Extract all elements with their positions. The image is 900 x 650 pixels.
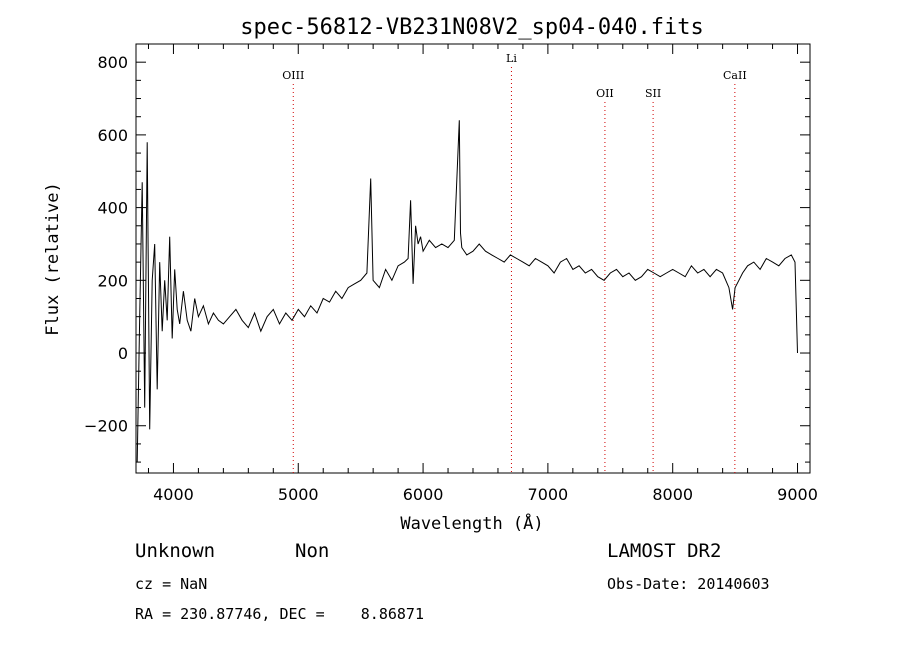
y-tick-labels: −200 0 200 400 600 800 [84,53,128,436]
y-tick-label: 400 [97,199,128,218]
plot-frame [135,43,811,474]
x-tick-label: 4000 [153,485,194,504]
major-ticks [136,44,810,473]
radec-label: RA = 230.87746, DEC = 8.86871 [135,605,424,623]
x-tick-label: 9000 [777,485,818,504]
y-axis-label: Flux (relative) [43,182,63,336]
obs-date-label: Obs-Date: 20140603 [607,575,770,593]
y-tick-label: 600 [97,126,128,145]
y-tick-label: 0 [118,344,128,363]
y-tick-label: 800 [97,53,128,72]
cz-label: cz = NaN [135,575,208,593]
x-tick-label: 7000 [528,485,569,504]
x-tick-label: 6000 [403,485,444,504]
line-label-sii: SII [645,87,661,100]
flux-series-line [136,120,798,463]
x-tick-label: 8000 [652,485,693,504]
survey-label: LAMOST DR2 [607,540,722,562]
line-label-oii: OII [596,87,614,100]
spectral-line-markers [292,67,736,473]
line-label-oiii: OIII [282,69,304,82]
x-axis-label: Wavelength (Å) [400,512,543,534]
x-tick-labels: 4000 5000 6000 7000 8000 9000 [153,485,818,504]
y-tick-label: −200 [84,417,128,436]
spectral-line-labels: OIII Li OII SII CaII [282,52,746,100]
chart-title: spec-56812-VB231N08V2_sp04-040.fits [240,15,704,40]
x-tick-label: 5000 [278,485,319,504]
line-label-li: Li [506,52,517,65]
line-label-caii: CaII [723,69,747,82]
minor-ticks [136,44,810,473]
y-tick-label: 200 [97,271,128,290]
classification-label: Unknown [135,540,216,562]
subclass-label: Non [295,540,330,562]
